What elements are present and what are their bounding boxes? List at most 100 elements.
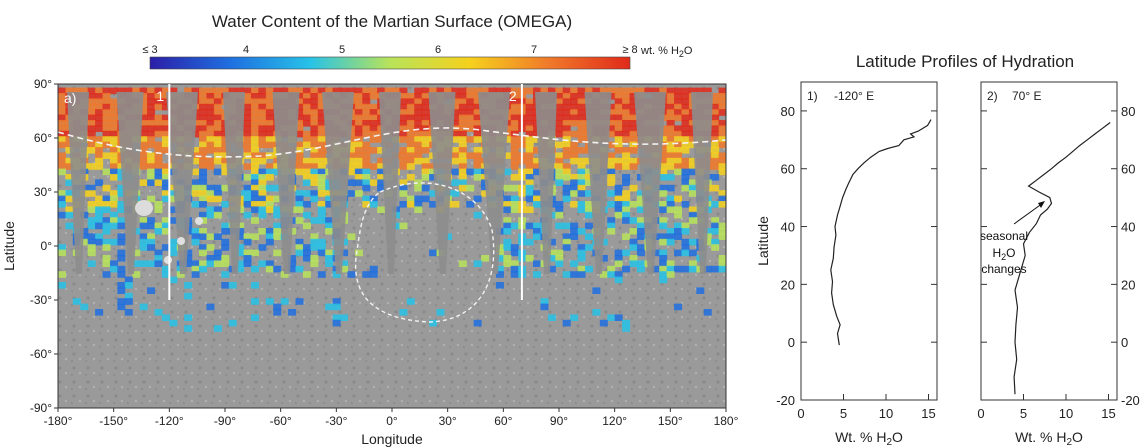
map-hydration-cell [577,125,586,132]
map-hydration-cell [525,255,534,262]
map-hydration-cell [362,201,371,208]
map-hydration-cell [206,87,215,95]
map-ytick-label: -30° [30,293,52,307]
map-hydration-cell [525,206,534,213]
map-hydration-cell [399,157,408,165]
map-hydration-cell [250,136,259,143]
map-hydration-cell [681,103,690,111]
map-hydration-cell [325,184,334,192]
map-gap-wedge [116,92,144,274]
map-hydration-cell [206,136,215,143]
map-hydration-cell [213,255,222,262]
map-hydration-cell [65,206,74,213]
map-hydration-cell [213,98,222,105]
map-hydration-cell [147,157,156,165]
map-hydration-cell [629,217,638,224]
map-hydration-cell [161,265,170,273]
map-hydration-cell [674,228,683,235]
map-hydration-cell [718,87,726,95]
map-hydration-cell [466,201,475,208]
map-hydration-cell [317,184,326,192]
map-hydration-cell [644,87,653,95]
map-hydration-cell [139,114,148,122]
colorbar-unit: wt. % H2O [640,45,693,59]
map-hydration-cell [584,201,593,208]
map-hydration-cell [58,282,66,289]
map-gap-wedge [478,92,510,274]
map-hydration-cell [681,93,690,100]
map-hydration-cell [58,125,66,132]
annotation-arrowhead [1038,201,1045,208]
map-hydration-cell [109,168,118,176]
map-hydration-cell [221,136,230,143]
map-hydration-cell [265,103,274,111]
map-hydration-cell [258,260,267,267]
map-hydration-cell [377,163,386,170]
map-hydration-cell [362,163,371,170]
map-hydration-cell [221,222,230,230]
map-hydration-cell [703,87,712,95]
map-hydration-cell [674,168,683,176]
map-hydration-cell [354,93,363,100]
map-hydration-cell [562,238,571,246]
map-hydration-cell [310,157,319,165]
profile-ytick-label: 20 [1121,277,1135,292]
map-hydration-cell [302,93,311,100]
map-hydration-cell [250,109,259,116]
map-hydration-cell [629,109,638,116]
map-hydration-cell [317,109,326,116]
map-hydration-cell [80,211,89,219]
map-hydration-cell [169,244,178,251]
map-hydration-cell [718,228,726,235]
map-hydration-cell [674,147,683,154]
map-hydration-cell [243,152,252,159]
map-volcano-arsia [164,256,172,264]
map-hydration-cell [258,93,267,100]
map-hydration-cell [577,103,586,111]
map-hydration-cell [161,314,170,321]
map-xtick-label: -150° [99,414,128,428]
map-hydration-cell [392,87,400,95]
map-hydration-cell [132,260,141,267]
map-hydration-cell [562,244,571,251]
map-hydration-cell [236,244,245,251]
map-hydration-cell [540,87,549,95]
map-hydration-cell [295,217,304,224]
map-panel-label: a) [64,90,76,106]
map-hydration-cell [570,157,579,165]
map-hydration-cell [443,233,452,240]
map-hydration-cell [161,103,170,111]
map-gap-wedge [223,92,245,274]
map-hydration-cell [117,233,126,240]
map-hydration-cell [109,114,118,122]
map-hydration-cell [711,136,720,143]
map-hydration-cell [414,120,423,127]
map-hydration-cell [369,163,378,170]
map-hydration-cell [399,222,408,230]
map-hydration-cell [466,136,475,143]
map-hydration-cell [147,168,156,176]
map-hydration-cell [250,141,259,149]
annotation-line-3: changes [981,262,1026,276]
map-hydration-cell [250,282,259,289]
map-hydration-cell [711,244,720,251]
map-hydration-cell [317,174,326,181]
map-hydration-cell [102,114,111,122]
map-hydration-cell [213,103,222,111]
map-hydration-cell [577,109,586,116]
map-hydration-cell [295,87,304,95]
map-hydration-cell [362,125,371,132]
map-hydration-cell [607,168,616,176]
map-hydration-cell [199,147,208,154]
map-hydration-cell [421,147,430,154]
map-hydration-cell [199,87,208,95]
map-hydration-cell [466,120,475,127]
map-hydration-cell [147,98,156,105]
map-hydration-cell [147,109,156,116]
map-hydration-cell [406,147,415,154]
map-hydration-cell [622,265,631,273]
map-hydration-cell [533,201,542,208]
map-hydration-cell [191,87,200,95]
map-hydration-cell [510,201,519,208]
map-hydration-cell [169,184,178,192]
